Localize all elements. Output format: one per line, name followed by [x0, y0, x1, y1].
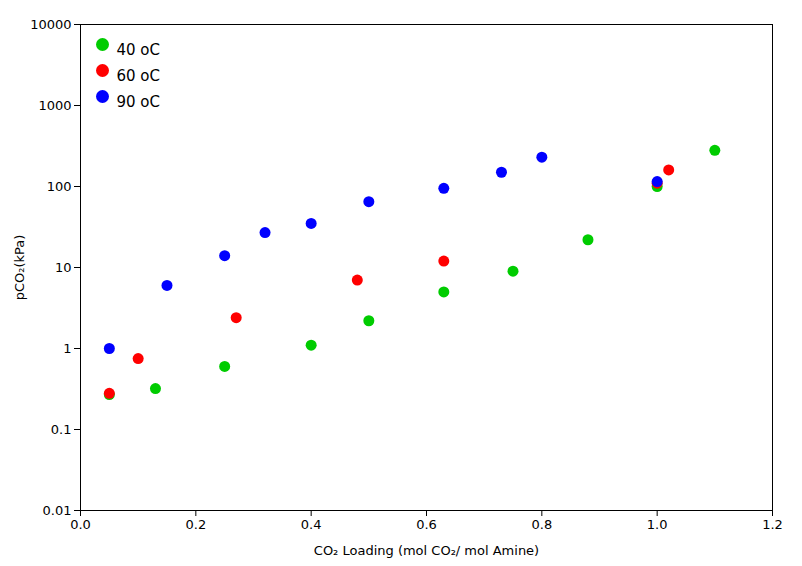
svg-text:40 oC: 40 oC — [117, 41, 161, 59]
svg-text:100: 100 — [47, 179, 72, 194]
svg-text:0.0: 0.0 — [70, 517, 91, 532]
svg-text:1: 1 — [63, 341, 71, 356]
svg-text:pCO₂(kPa): pCO₂(kPa) — [12, 235, 27, 301]
svg-text:90 oC: 90 oC — [117, 93, 161, 111]
svg-text:0.6: 0.6 — [416, 517, 437, 532]
svg-text:60 oC: 60 oC — [117, 67, 161, 85]
svg-text:10: 10 — [55, 260, 72, 275]
svg-text:0.01: 0.01 — [43, 503, 72, 518]
svg-text:0.8: 0.8 — [531, 517, 552, 532]
svg-text:0.4: 0.4 — [301, 517, 322, 532]
svg-text:0.2: 0.2 — [185, 517, 206, 532]
svg-text:1000: 1000 — [38, 98, 71, 113]
svg-text:1.2: 1.2 — [762, 517, 783, 532]
svg-text:0.1: 0.1 — [51, 422, 72, 437]
svg-text:CO₂ Loading (mol CO₂/ mol Amin: CO₂ Loading (mol CO₂/ mol Amine) — [314, 543, 539, 558]
svg-text:10000: 10000 — [30, 17, 71, 32]
svg-text:1.0: 1.0 — [647, 517, 668, 532]
